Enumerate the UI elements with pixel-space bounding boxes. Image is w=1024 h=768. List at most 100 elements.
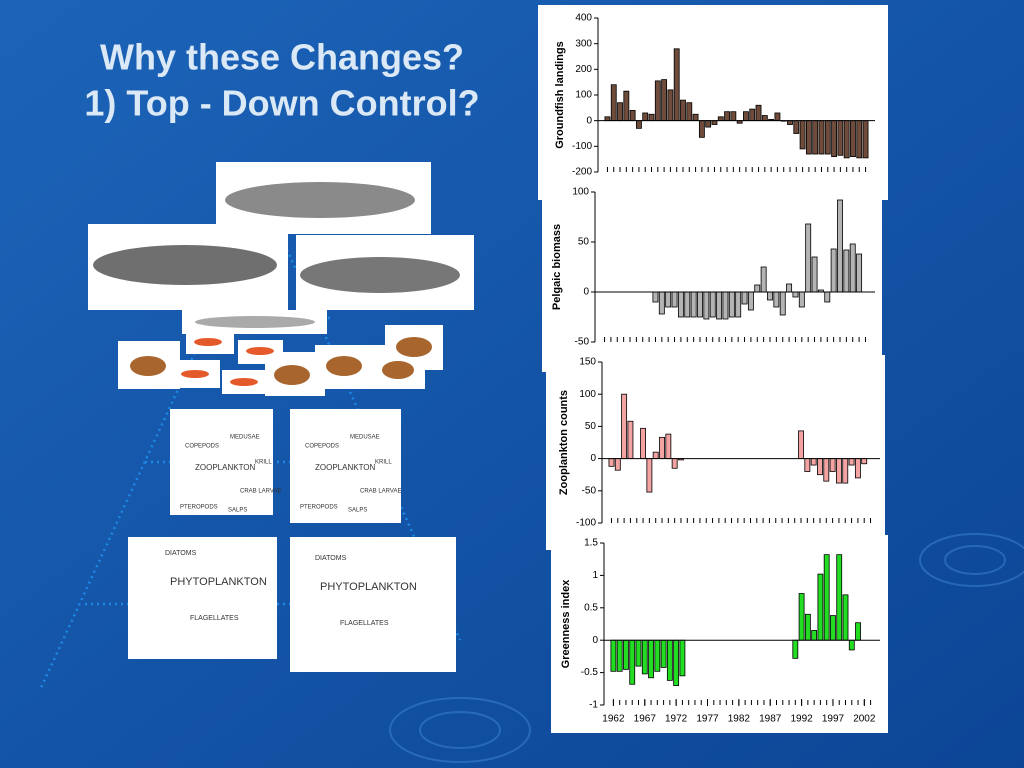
bar — [787, 120, 793, 125]
y-tick-label: 1.5 — [584, 538, 598, 549]
bar — [679, 639, 686, 677]
bar — [677, 291, 684, 318]
bar — [786, 283, 793, 293]
bar — [804, 613, 811, 641]
bar — [747, 291, 754, 311]
bar — [648, 639, 654, 679]
bar — [621, 393, 628, 460]
y-tick-label: 0 — [592, 635, 598, 646]
bar — [667, 89, 674, 122]
bar — [709, 291, 716, 318]
y-tick-label: 50 — [585, 421, 597, 432]
illustration-label: COPEPODS — [185, 444, 219, 450]
bar — [728, 291, 735, 318]
bar — [684, 291, 691, 318]
y-tick-label: 300 — [575, 38, 592, 49]
x-tick-label: 1977 — [696, 714, 719, 725]
y-axis-label: Zooplankton counts — [558, 390, 570, 495]
bar — [792, 639, 799, 659]
bar — [690, 291, 697, 318]
chart-panel — [538, 5, 888, 200]
bar — [856, 253, 863, 293]
food-web-illustration — [38, 162, 474, 691]
bar — [761, 115, 768, 122]
y-tick-label: 0 — [586, 115, 592, 126]
bar — [831, 120, 837, 157]
bar — [811, 256, 818, 293]
bar — [698, 120, 705, 138]
bar — [754, 284, 761, 293]
illustration-label: ZOOPLANKTON — [195, 463, 256, 472]
bar — [705, 120, 712, 128]
bar — [627, 420, 634, 459]
x-tick-label: 1962 — [602, 714, 625, 725]
bar — [724, 111, 730, 122]
bar — [848, 639, 855, 651]
bar — [805, 223, 812, 293]
bar — [767, 291, 773, 301]
bar — [735, 291, 742, 318]
bar — [824, 291, 831, 303]
bar — [616, 639, 623, 672]
bar — [804, 458, 811, 472]
illustration-label: MEDUSAE — [230, 435, 260, 441]
x-tick-label: 2002 — [853, 714, 876, 725]
illustration-label: SALPS — [228, 508, 247, 514]
bar — [843, 120, 850, 159]
x-tick-label: 1982 — [728, 714, 751, 725]
bar — [749, 108, 756, 122]
bar — [823, 554, 830, 641]
x-tick-label: 1997 — [822, 714, 845, 725]
bar — [686, 102, 693, 122]
x-tick-label: 1987 — [759, 714, 782, 725]
bar — [798, 430, 804, 459]
y-tick-label: 400 — [575, 13, 592, 24]
bar — [848, 458, 855, 466]
bar — [829, 458, 836, 472]
bar — [659, 436, 665, 459]
illustration-label: KRILL — [255, 460, 272, 466]
bar — [793, 120, 800, 134]
bar — [798, 291, 805, 308]
bar — [680, 99, 686, 122]
bar — [610, 639, 617, 672]
illustration-label: ZOOPLANKTON — [315, 463, 376, 472]
y-tick-label: -50 — [582, 485, 597, 496]
illustration-label: COPEPODS — [305, 444, 339, 450]
slide-title: Why these Changes? — [100, 37, 464, 78]
bar — [830, 248, 837, 293]
y-tick-label: -100 — [576, 518, 596, 529]
bar — [614, 458, 621, 471]
y-tick-label: -200 — [572, 167, 592, 178]
bar — [629, 639, 636, 685]
bar — [830, 615, 836, 641]
illustration-label: KRILL — [375, 460, 392, 466]
chart: -200 -100 0 100 200 300 400 Groundfish landings — [538, 5, 888, 200]
x-tick-label: 1992 — [790, 714, 813, 725]
bar — [805, 120, 812, 155]
illustration-label: PHYTOPLANKTON — [320, 581, 417, 593]
bar — [673, 48, 680, 122]
bar — [646, 458, 653, 493]
bar — [697, 291, 703, 318]
illustration-label: SALPS — [348, 508, 367, 514]
illustration-label: FLAGELLATES — [340, 620, 389, 627]
bar — [623, 639, 629, 670]
y-tick-label: 0 — [590, 453, 596, 464]
bar — [855, 622, 861, 641]
y-tick-label: 0.5 — [584, 602, 598, 613]
bar — [629, 110, 636, 122]
bar — [703, 291, 710, 320]
chart: -100 -50 0 50 100 150 Zooplankton counts — [546, 355, 885, 550]
x-tick-label: 1972 — [665, 714, 688, 725]
y-tick-label: -50 — [575, 337, 590, 348]
bar — [824, 120, 831, 155]
bar — [652, 291, 659, 303]
illustration-label: DIATOMS — [165, 550, 197, 557]
bar — [773, 291, 780, 308]
bar — [640, 427, 646, 460]
bar — [779, 291, 786, 316]
bar — [692, 113, 699, 122]
bar — [722, 291, 729, 320]
